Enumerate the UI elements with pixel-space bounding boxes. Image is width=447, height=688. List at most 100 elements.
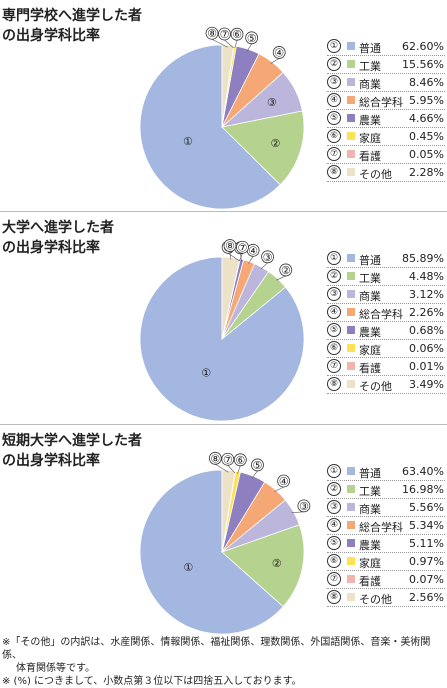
legend-label: 看護 — [359, 575, 381, 588]
legend-number: ⑦ — [327, 572, 341, 586]
slice-label-ring — [261, 250, 275, 264]
legend-number: ③ — [327, 500, 341, 514]
legend-swatch — [347, 308, 355, 316]
legend-value: 63.40% — [402, 465, 444, 478]
pie-slice — [221, 44, 235, 128]
slice-label: ③ — [263, 251, 273, 264]
legend-swatch — [347, 168, 355, 176]
leader-line — [274, 486, 284, 492]
slice-label: ② — [270, 137, 280, 150]
legend-item: ⑧ その他 2.28% — [327, 164, 445, 182]
legend-number: ② — [327, 482, 341, 496]
legend-number: ④ — [327, 93, 341, 107]
leader-line — [215, 464, 229, 473]
legend-item: ⑤ 農業 5.11% — [327, 535, 445, 553]
legend-value: 62.60% — [402, 40, 444, 53]
legend-number: ④ — [327, 518, 341, 532]
slice-label-ring — [221, 452, 235, 466]
pie-slice — [221, 524, 305, 608]
legend-number: ① — [327, 251, 341, 265]
leader-line — [224, 39, 234, 49]
pie-slice — [139, 44, 281, 210]
legend: ① 普通 63.40% ② 工業 16.98% ③ 商業 5.56% ④ 総合学科 5.34% ⑤ 農業 5… — [327, 463, 445, 607]
pie-slice — [221, 110, 305, 186]
legend-swatch — [347, 380, 355, 388]
legend-number: ⑧ — [327, 590, 341, 604]
leader-line — [227, 465, 236, 474]
footnote: 体育関係等です。 — [16, 663, 95, 674]
legend-item: ⑤ 農業 0.68% — [327, 322, 445, 340]
leader-line — [276, 275, 286, 281]
legend-item: ⑥ 家庭 0.06% — [327, 340, 445, 358]
legend-number: ② — [327, 57, 341, 71]
legend-swatch — [347, 557, 355, 565]
pie-slice — [221, 469, 236, 553]
legend-number: ⑦ — [327, 359, 341, 373]
legend-value: 2.28% — [409, 166, 444, 179]
legend-item: ⑦ 看護 0.01% — [327, 358, 445, 376]
legend-label: 看護 — [359, 362, 381, 375]
legend-value: 0.97% — [409, 555, 444, 568]
legend-swatch — [347, 344, 355, 352]
legend-swatch — [347, 326, 355, 334]
legend-item: ⑦ 看護 0.07% — [327, 571, 445, 589]
slice-label-ring — [205, 26, 219, 40]
legend-value: 0.06% — [409, 342, 444, 355]
legend-label: 家庭 — [359, 557, 381, 570]
legend-number: ① — [327, 39, 341, 53]
legend-swatch — [347, 254, 355, 262]
legend-label: その他 — [359, 168, 392, 181]
legend-label: 総合学科 — [359, 308, 403, 321]
footnote: ※「その他」の内訳は、水産関係、情報関係、福祉関係、理数関係、外国語関係、音楽・… — [2, 637, 431, 661]
leader-line — [229, 251, 232, 260]
slice-label: ② — [272, 557, 282, 570]
legend-swatch — [347, 78, 355, 86]
slice-label: ⑥ — [235, 454, 245, 467]
legend-item: ⑤ 農業 4.66% — [327, 110, 445, 128]
legend-value: 3.12% — [409, 288, 444, 301]
legend-swatch — [347, 521, 355, 529]
slice-label: ① — [183, 561, 193, 574]
slice-label: ⑦ — [223, 453, 233, 466]
pie-slice — [221, 256, 241, 340]
slice-label-ring — [245, 31, 259, 45]
legend-swatch — [347, 593, 355, 601]
slice-label: ⑧ — [210, 452, 220, 465]
legend-item: ① 普通 85.89% — [327, 250, 445, 268]
pie-slice — [139, 469, 284, 635]
slice-label-ring — [233, 453, 247, 467]
legend-item: ① 普通 63.40% — [327, 463, 445, 481]
legend-label: 普通 — [359, 254, 381, 267]
legend-label: 工業 — [359, 485, 381, 498]
legend-swatch — [347, 539, 355, 547]
legend-number: ⑤ — [327, 111, 341, 125]
legend-swatch — [347, 575, 355, 583]
footnotes: ※「その他」の内訳は、水産関係、情報関係、福祉関係、理数関係、外国語関係、音楽・… — [2, 636, 445, 688]
chart-title: 大学へ進学した者 の出身学科比率 — [2, 220, 114, 256]
slice-label: ④ — [248, 244, 258, 257]
legend-item: ③ 商業 3.12% — [327, 286, 445, 304]
legend-swatch — [347, 42, 355, 50]
legend-number: ③ — [327, 75, 341, 89]
legend-value: 0.07% — [409, 573, 444, 586]
legend-label: 商業 — [359, 503, 381, 516]
legend: ① 普通 62.60% ② 工業 15.56% ③ 商業 8.46% ④ 総合学科 5.95% ⑤ 農業 4… — [327, 38, 445, 182]
legend-swatch — [347, 132, 355, 140]
legend-value: 4.48% — [409, 270, 444, 283]
slice-label: ⑧ — [207, 27, 217, 40]
legend-value: 2.56% — [409, 591, 444, 604]
legend-swatch — [347, 272, 355, 280]
leader-line — [211, 38, 228, 48]
legend-label: 工業 — [359, 272, 381, 285]
legend-swatch — [347, 150, 355, 158]
legend-number: ③ — [327, 287, 341, 301]
legend-value: 15.56% — [402, 58, 444, 71]
legend-value: 5.56% — [409, 501, 444, 514]
legend-label: 看護 — [359, 150, 381, 163]
legend: ① 普通 85.89% ② 工業 4.48% ③ 商業 3.12% ④ 総合学科 2.26% ⑤ 農業 0.… — [327, 250, 445, 394]
divider — [0, 424, 447, 425]
legend-item: ⑧ その他 2.56% — [327, 589, 445, 607]
